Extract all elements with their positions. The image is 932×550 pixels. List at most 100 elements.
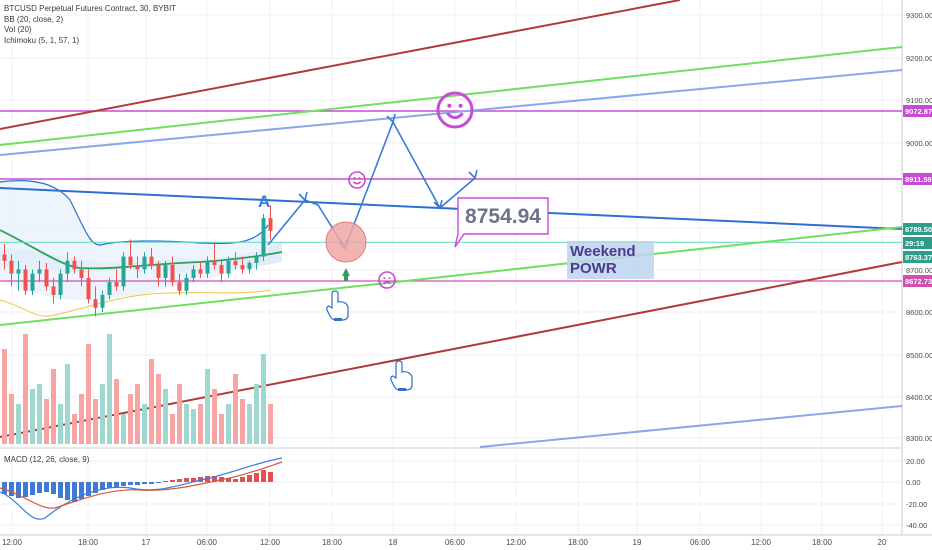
macd-histogram-bar <box>261 470 266 482</box>
macd-histogram-bar <box>79 482 84 499</box>
vol-indicator-label[interactable]: Vol (20) <box>4 25 32 34</box>
volume-bar <box>268 404 273 444</box>
volume-bar <box>247 404 252 444</box>
candle-body <box>240 265 245 270</box>
trendline-blue-channel <box>0 187 903 230</box>
face-outline <box>348 171 366 189</box>
candle-body <box>44 269 49 287</box>
candle-body <box>198 269 203 274</box>
volume-bar <box>240 399 245 444</box>
volume-bar <box>23 334 28 444</box>
volume-bar <box>58 404 63 444</box>
macd-histogram-bar <box>30 482 35 495</box>
ichimoku-indicator-label[interactable]: Ichimoku (5, 1, 57, 1) <box>4 35 80 45</box>
price-tag-bg <box>903 275 932 287</box>
volume-bar <box>128 394 133 444</box>
price-axis-tick: 9300.00 <box>906 11 932 20</box>
candle-body <box>86 277 91 300</box>
volume-bar <box>212 389 217 444</box>
hand-cuff <box>398 388 406 391</box>
time-axis-label: 18 <box>389 538 398 547</box>
volume-bar <box>163 389 168 444</box>
indicator-legend: BTCUSD Perpetual Futures Contract, 30, B… <box>4 4 176 46</box>
macd-histogram-bar <box>156 482 161 483</box>
volume-bar <box>191 409 196 444</box>
pointing-hand-icon <box>326 290 349 321</box>
arrow-head <box>433 199 443 210</box>
time-axis-label: 06:00 <box>690 538 711 547</box>
price-axis-tick: 9200.00 <box>906 54 932 63</box>
volume-bar <box>219 414 224 444</box>
price-tag-bg <box>903 105 932 117</box>
volume-bar <box>93 399 98 444</box>
candle-body <box>226 260 231 274</box>
face-eye <box>383 277 386 279</box>
macd-axis-tick: 20.00 <box>906 457 925 466</box>
time-axis-label: 19 <box>633 538 642 547</box>
bb-indicator-label[interactable]: BB (20, close, 2) <box>4 14 64 24</box>
price-axis-tick: 8400.00 <box>906 393 932 402</box>
price-axis-tick: 9100.00 <box>906 96 932 105</box>
symbol-title[interactable]: BTCUSD Perpetual Futures Contract, 30, B… <box>4 4 177 13</box>
candle-body <box>2 254 7 261</box>
time-axis-label: 20 <box>878 538 887 547</box>
time-axis-label: 06:00 <box>197 538 218 547</box>
macd-histogram-bar <box>247 475 252 482</box>
volume-bar <box>261 354 266 444</box>
annotation-letter-a[interactable]: A <box>258 192 270 211</box>
price-axis-tick: 8300.00 <box>906 434 932 443</box>
volume-bar <box>100 384 105 444</box>
candle-body <box>233 260 238 266</box>
macd-histogram-bar <box>149 482 154 484</box>
macd-pane <box>0 449 902 535</box>
price-tag-bg <box>903 173 932 185</box>
volume-bar <box>184 404 189 444</box>
macd-histogram-bar <box>86 482 91 496</box>
candle-body <box>261 218 266 257</box>
candle-body <box>163 265 168 278</box>
volume-bar <box>205 369 210 444</box>
price-axis-tick: 9000.00 <box>906 139 932 148</box>
candle-body <box>16 269 21 274</box>
trendline-red-upper <box>0 0 681 130</box>
candle-body <box>149 256 154 266</box>
macd-histogram-bar <box>226 478 231 482</box>
volume-bar <box>135 384 140 444</box>
candle-body <box>100 294 105 308</box>
volume-bar <box>233 374 238 444</box>
candle-body <box>121 256 126 287</box>
macd-histogram-bar <box>23 482 28 497</box>
time-axis-label: 18:00 <box>322 538 343 547</box>
smiley-face-large-icon <box>436 91 474 129</box>
volume-bar <box>37 384 42 444</box>
candle-body <box>177 282 182 291</box>
macd-histogram-bar <box>51 482 56 494</box>
time-axis-label: 12:00 <box>506 538 527 547</box>
macd-histogram-bar <box>128 482 133 485</box>
face-eye <box>388 277 391 279</box>
macd-histogram-bar <box>177 479 182 482</box>
candle-body <box>114 282 119 287</box>
candle-body <box>93 299 98 308</box>
candle-body <box>254 256 259 263</box>
candle-body <box>219 265 224 274</box>
macd-indicator-label[interactable]: MACD (12, 26, close, 9) <box>4 455 90 464</box>
candle-body <box>268 218 273 231</box>
candle-body <box>191 269 196 278</box>
trendline-blue-lower <box>479 405 903 448</box>
volume-bar <box>114 379 119 444</box>
trendline-green-lower <box>0 226 903 326</box>
price-axis-tick: 8700.00 <box>906 266 932 275</box>
macd-histogram-bar <box>163 481 168 482</box>
face-eye <box>353 177 356 179</box>
macd-histogram-bar <box>184 478 189 482</box>
volume-bar <box>86 344 91 444</box>
volume-bar <box>72 414 77 444</box>
macd-axis-tick: -40.00 <box>906 521 927 530</box>
candle-body <box>58 273 63 295</box>
candle-body <box>205 260 210 274</box>
macd-histogram-bar <box>107 482 112 488</box>
macd-histogram-bar <box>37 482 42 493</box>
